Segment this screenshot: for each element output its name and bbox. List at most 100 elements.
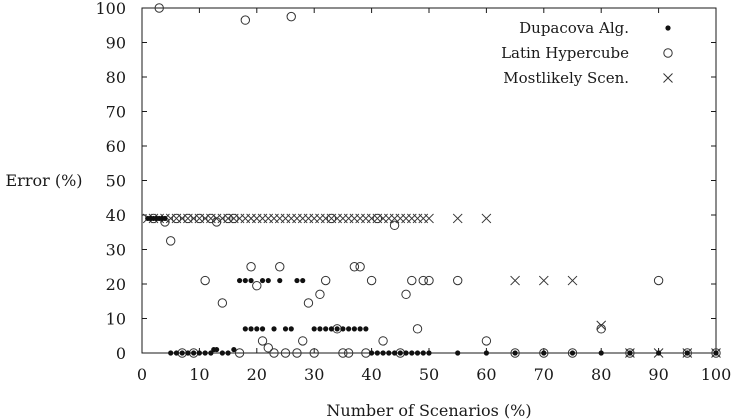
- data-point: [320, 275, 331, 286]
- data-point: [510, 348, 520, 358]
- data-point: [315, 289, 325, 300]
- data-point: [455, 350, 461, 356]
- x-tick-label: 0: [137, 365, 147, 384]
- data-point: [196, 350, 202, 356]
- data-point: [346, 326, 352, 332]
- data-point: [338, 348, 348, 358]
- data-point: [426, 350, 432, 356]
- data-point: [282, 326, 289, 332]
- data-point: [340, 326, 346, 332]
- x-tick-label: 20: [247, 365, 267, 384]
- series-group: [148, 3, 721, 358]
- plot-area-frame: [141, 7, 717, 354]
- data-point: [510, 275, 520, 286]
- data-point: [217, 298, 228, 308]
- data-point: [538, 275, 549, 286]
- data-point: [265, 277, 271, 284]
- data-point: [236, 277, 243, 284]
- data-point: [225, 350, 231, 356]
- series-group: [145, 215, 719, 356]
- data-point: [625, 348, 635, 358]
- y-tick-label: 40: [106, 206, 126, 225]
- data-point: [334, 326, 340, 332]
- data-point: [280, 348, 291, 358]
- data-point: [242, 277, 248, 284]
- data-point: [328, 326, 335, 332]
- data-point: [711, 348, 721, 358]
- data-point: [275, 262, 285, 272]
- data-point: [259, 326, 266, 332]
- y-tick-label: 20: [106, 275, 126, 294]
- x-axis-title: Number of Scenarios (%): [326, 401, 531, 420]
- data-point: [168, 350, 174, 356]
- y-tick-label: 70: [106, 103, 126, 122]
- data-point: [263, 343, 273, 353]
- data-point: [403, 350, 409, 356]
- data-point: [349, 262, 360, 272]
- data-point: [378, 336, 388, 346]
- data-point: [420, 350, 426, 356]
- legend-marker: [665, 25, 671, 31]
- x-tick-label: 10: [189, 365, 209, 384]
- data-point: [481, 213, 492, 224]
- data-point: [512, 350, 518, 356]
- y-tick-label: 80: [106, 68, 126, 87]
- data-point: [191, 350, 197, 356]
- x-tick-label: 60: [476, 365, 496, 384]
- data-point: [200, 275, 210, 286]
- x-tick-label: 80: [591, 365, 611, 384]
- data-point: [483, 350, 489, 356]
- data-point: [154, 3, 164, 13]
- legend-label: Dupacova Alg.: [519, 19, 629, 37]
- x-tick-label: 100: [701, 365, 732, 384]
- data-point: [453, 275, 463, 286]
- data-point: [252, 281, 262, 291]
- data-point: [412, 324, 423, 334]
- data-point: [317, 326, 323, 332]
- data-point: [409, 350, 415, 356]
- data-point: [219, 350, 225, 356]
- data-point: [567, 348, 578, 358]
- data-point: [288, 326, 294, 332]
- data-point: [234, 348, 245, 358]
- data-point: [682, 348, 692, 358]
- data-point: [401, 289, 411, 300]
- data-point: [171, 213, 182, 224]
- data-point: [372, 213, 383, 224]
- data-point: [179, 350, 185, 356]
- data-point: [386, 350, 392, 356]
- data-point: [684, 350, 690, 356]
- y-tick-label: 30: [106, 241, 126, 260]
- data-point: [166, 236, 176, 246]
- y-tick-label: 10: [106, 310, 126, 329]
- data-point: [259, 277, 266, 284]
- data-point: [202, 350, 208, 356]
- data-points: [142, 3, 721, 358]
- data-point: [248, 277, 254, 284]
- data-point: [194, 213, 205, 224]
- data-point: [183, 213, 193, 224]
- data-point: [229, 213, 239, 224]
- data-point: [242, 326, 248, 332]
- data-point: [292, 348, 302, 358]
- data-point: [206, 213, 216, 224]
- axis-ticks: [141, 7, 717, 354]
- data-point: [374, 350, 380, 356]
- data-point: [567, 275, 578, 286]
- data-point: [214, 346, 220, 353]
- data-point: [414, 350, 421, 356]
- data-point: [713, 350, 719, 356]
- y-tick-label: 50: [106, 172, 126, 191]
- data-point: [366, 275, 377, 286]
- data-point: [391, 350, 398, 356]
- data-point: [389, 220, 400, 231]
- data-point: [300, 277, 306, 284]
- data-point: [246, 262, 256, 272]
- data-point: [211, 217, 222, 227]
- data-point: [369, 350, 375, 356]
- data-point: [173, 350, 180, 356]
- legend-marker: [663, 48, 673, 58]
- data-point: [303, 298, 314, 308]
- data-point: [424, 275, 434, 286]
